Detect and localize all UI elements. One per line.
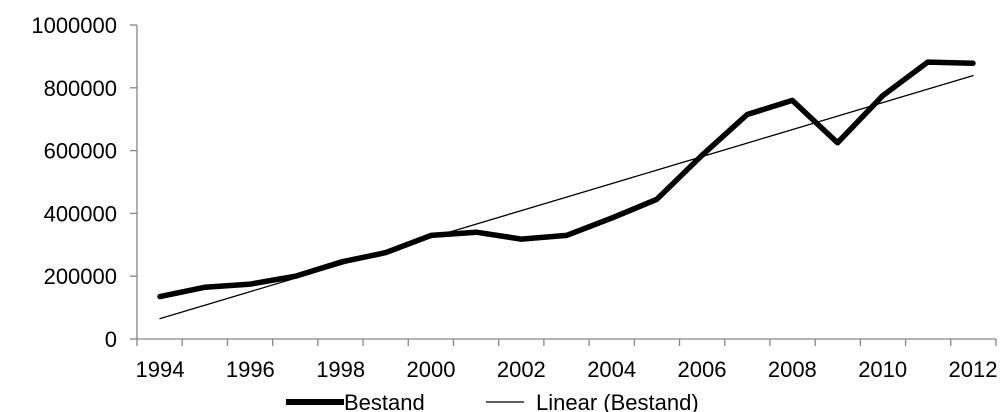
legend-label-bestand: Bestand [344, 390, 425, 412]
legend-label-linear-bestand: Linear (Bestand) [536, 390, 699, 412]
y-tick-label: 400000 [44, 201, 117, 226]
x-tick-label: 2006 [678, 357, 727, 382]
x-tick-label: 1994 [136, 357, 185, 382]
axes [136, 25, 996, 340]
y-tick-label: 600000 [44, 139, 117, 164]
x-tick-label: 2010 [858, 357, 907, 382]
trendline-linear-bestand [159, 74, 974, 320]
x-tick-label: 2012 [949, 357, 998, 382]
y-axis-ticks: 0 200000 400000 600000 800000 1000000 [31, 13, 137, 352]
x-tick-label: 1996 [226, 357, 275, 382]
x-axis-ticks: 1994 1996 1998 2000 2002 2004 2006 2008 2010 2012 [136, 339, 998, 382]
x-tick-label: 2004 [587, 357, 636, 382]
y-tick-label: 200000 [44, 264, 117, 289]
x-tick-label: 2008 [768, 357, 817, 382]
y-tick-label: 1000000 [31, 13, 117, 38]
x-tick-label: 1998 [316, 357, 365, 382]
series-group [157, 59, 976, 320]
x-tick-label: 2002 [497, 357, 546, 382]
series-line-bestand [157, 59, 976, 300]
y-tick-label: 800000 [44, 76, 117, 101]
legend: Bestand Linear (Bestand) [286, 390, 699, 412]
x-tick-label: 2000 [407, 357, 456, 382]
y-tick-label: 0 [105, 327, 117, 352]
